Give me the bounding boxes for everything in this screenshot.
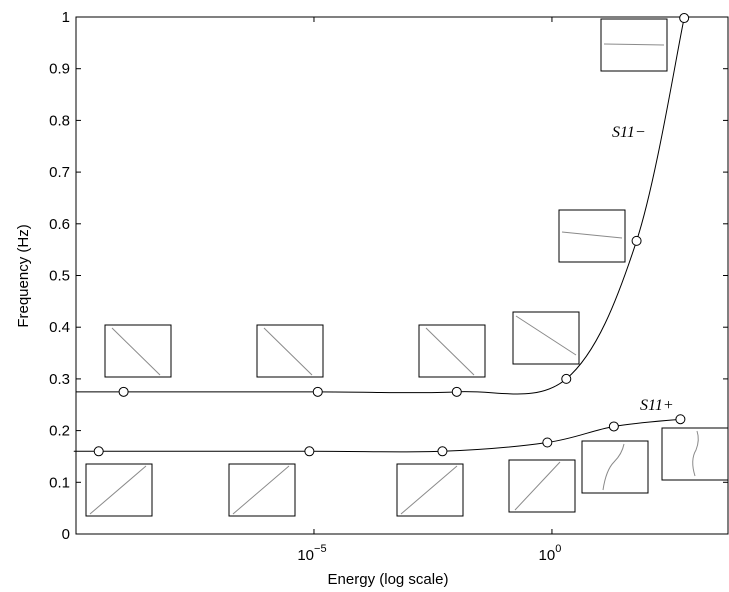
mode-shape-inset-frame: [104, 324, 172, 378]
data-point: [304, 446, 315, 457]
mode-shape-inset-line: [111, 327, 161, 376]
y-tick-label: 0.4: [49, 319, 70, 336]
mode-shape-inset-frame: [508, 459, 576, 513]
mode-shape-thumbnails: [85, 18, 729, 517]
mode-shape-inset-line: [602, 443, 625, 491]
mode-shape-inset-frame: [256, 324, 324, 378]
y-tick-label: 0: [62, 526, 70, 543]
data-point: [118, 386, 129, 397]
data-point: [675, 414, 686, 425]
mode-shape-inset-line: [89, 465, 147, 515]
x-tick-label: 100: [539, 543, 562, 564]
data-point: [631, 235, 642, 246]
mode-shape-inset-frame: [396, 463, 464, 517]
data-point: [561, 373, 572, 384]
series-labels: S11− S11+: [612, 124, 674, 414]
mode-shape-inset-line: [400, 465, 458, 515]
series-label-s11-plus: S11+: [640, 397, 674, 414]
y-tick-label: 0.3: [49, 371, 70, 388]
mode-shape-inset-line: [561, 231, 623, 239]
mode-shape-inset-line: [232, 465, 290, 515]
data-point: [437, 446, 448, 457]
data-point: [608, 421, 619, 432]
mode-shape-inset-line: [692, 430, 699, 477]
mode-shape-inset-frame: [558, 209, 626, 263]
mode-shape-inset-line: [515, 315, 577, 356]
series-markers: [93, 13, 690, 457]
y-tick-label: 0.8: [49, 112, 70, 129]
mode-shape-inset-line: [425, 327, 475, 376]
y-axis-label: Frequency (Hz): [15, 224, 32, 327]
y-tick-label: 0.5: [49, 268, 70, 285]
y-axis-ticks: 0 0.1 0.2 0.3 0.4 0.5 0.6 0.7 0.8 0.9 1: [49, 9, 728, 543]
mode-shape-inset-frame: [581, 440, 649, 494]
mode-shape-inset-line: [263, 327, 313, 376]
data-point: [542, 437, 553, 448]
y-tick-label: 0.6: [49, 216, 70, 233]
mode-shape-inset-frame: [418, 324, 486, 378]
mode-shape-inset-line: [514, 461, 561, 511]
mode-shape-inset-line: [603, 43, 665, 46]
y-tick-label: 0.7: [49, 164, 70, 181]
data-point: [312, 386, 323, 397]
x-tick-label: 10−5: [297, 543, 326, 564]
series-label-s11-minus: S11−: [612, 124, 646, 141]
mode-shape-inset-frame: [661, 427, 729, 481]
mode-shape-inset-frame: [512, 311, 580, 365]
series-s11-minus-line: [76, 17, 685, 395]
y-tick-label: 0.9: [49, 61, 70, 78]
x-axis-label: Energy (log scale): [328, 571, 449, 588]
data-point: [679, 13, 690, 24]
y-tick-label: 0.1: [49, 474, 70, 491]
y-tick-label: 1: [62, 9, 70, 26]
x-axis-ticks: 10−5 100: [297, 17, 561, 564]
mode-shape-inset-frame: [85, 463, 153, 517]
y-tick-label: 0.2: [49, 423, 70, 440]
data-point: [93, 446, 104, 457]
data-point: [451, 386, 462, 397]
mode-shape-inset-frame: [228, 463, 296, 517]
